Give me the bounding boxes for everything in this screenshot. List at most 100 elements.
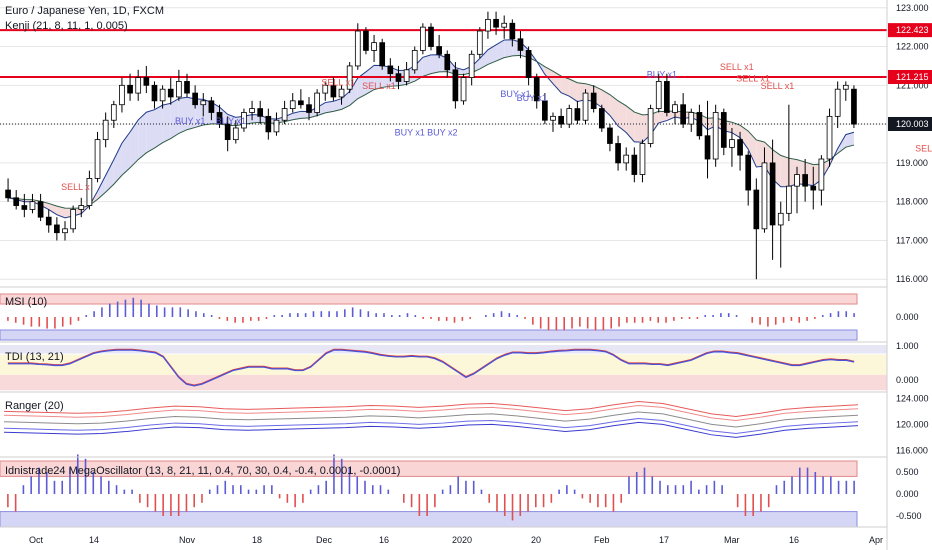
trend-cloud-segment xyxy=(162,103,171,143)
trend-cloud-segment xyxy=(634,112,643,143)
signal-label-buy: BUY x1 xyxy=(216,116,246,126)
candle-body xyxy=(135,77,142,94)
candle-body xyxy=(322,84,329,94)
ranger-pane xyxy=(3,401,859,438)
ranger-line-lower1 xyxy=(3,417,859,435)
candle-body xyxy=(558,115,564,125)
candle-body xyxy=(631,154,638,175)
tdi-mid-band xyxy=(0,354,887,375)
candle-body xyxy=(354,30,361,67)
trend-cloud-segment xyxy=(479,49,488,69)
trend-cloud-segment xyxy=(154,105,163,149)
candle-body xyxy=(200,100,207,106)
candle-body xyxy=(338,88,345,98)
candle-body xyxy=(704,135,711,160)
signal-label-sell: SELL x1 xyxy=(720,62,754,72)
candle-body xyxy=(379,42,386,67)
trend-cloud-segment xyxy=(292,111,301,120)
candle-body xyxy=(208,100,215,113)
candle-body xyxy=(420,26,426,51)
candle-body xyxy=(834,88,841,117)
candle-body xyxy=(241,112,247,129)
x-axis-label: 17 xyxy=(659,535,669,545)
price-tick-label: 117.000 xyxy=(896,235,928,245)
candle-body xyxy=(485,18,491,32)
candle-body xyxy=(176,81,182,98)
candle-body xyxy=(159,88,166,102)
ranger-line-mid xyxy=(3,411,859,428)
trend-cloud-segment xyxy=(414,57,423,82)
chart-title: Euro / Japanese Yen, 1D, FXCM xyxy=(5,5,164,17)
trend-cloud-segment xyxy=(357,71,366,99)
candle-body xyxy=(696,112,703,137)
candle-body xyxy=(842,84,849,90)
trend-cloud-segment xyxy=(341,91,350,110)
candle-body xyxy=(13,197,20,206)
candle-body xyxy=(623,154,630,164)
x-axis-label: Mar xyxy=(724,535,740,545)
candle-body xyxy=(192,92,198,106)
candle-body xyxy=(550,115,556,121)
price-tick-label: 122.000 xyxy=(896,42,929,52)
candle-body xyxy=(851,88,857,125)
candle-body xyxy=(387,65,394,75)
candle-body xyxy=(37,201,44,218)
signal-label-buy: BUY x1 xyxy=(175,116,205,126)
candle-body xyxy=(45,216,52,226)
candle-body xyxy=(314,92,320,113)
trend-cloud-segment xyxy=(561,76,570,97)
mega-tick-label: -0.500 xyxy=(896,511,922,521)
msi-title: MSI (10) xyxy=(5,296,47,308)
candle-body xyxy=(273,119,280,133)
price-tick-label: 121.000 xyxy=(896,80,929,90)
trend-cloud-segment xyxy=(496,40,505,62)
candle-body xyxy=(493,18,499,28)
trend-cloud-segment xyxy=(658,111,667,123)
trend-cloud-segment xyxy=(349,77,358,106)
candle-body xyxy=(411,50,418,71)
trend-cloud-segment xyxy=(431,54,440,74)
candle-body xyxy=(761,162,768,230)
x-axis-label: Apr xyxy=(869,535,883,545)
trend-cloud-segment xyxy=(553,71,562,93)
trend-cloud-segment xyxy=(146,109,155,153)
tdi-title: TDI (13, 21) xyxy=(5,351,64,363)
candle-body xyxy=(525,50,532,78)
last-price-label: 120.003 xyxy=(896,119,929,129)
candle-body xyxy=(664,81,670,113)
signal-label-buy: BUY x1 xyxy=(647,70,677,80)
msi-pane xyxy=(0,293,858,341)
candle-body xyxy=(582,92,589,121)
x-axis-label: 2020 xyxy=(452,535,472,545)
candle-body xyxy=(753,189,760,230)
trend-cloud-segment xyxy=(325,101,334,113)
trend-cloud-segment xyxy=(105,159,114,193)
x-axis-label: 16 xyxy=(789,535,799,545)
indicator-title: Kenji (21, 8, 11, 1, 0.005) xyxy=(5,20,128,32)
candle-body xyxy=(729,139,735,148)
ranger-line-lower2 xyxy=(3,421,859,438)
trend-cloud-segment xyxy=(48,203,57,215)
signal-label-sell: SELL x1 xyxy=(362,81,396,91)
trend-cloud-segment xyxy=(121,132,131,176)
candle-body xyxy=(54,224,60,234)
price-tick-label: 116.000 xyxy=(896,274,928,284)
candle-body xyxy=(70,209,76,230)
x-axis-label: Feb xyxy=(594,535,610,545)
mega-upper-band xyxy=(0,460,858,477)
candle-body xyxy=(5,189,11,199)
candle-body xyxy=(802,174,808,187)
last-price-tag xyxy=(888,116,932,131)
candle-body xyxy=(647,108,654,144)
trend-cloud-segment xyxy=(666,110,675,121)
candle-body xyxy=(298,100,304,106)
price-tick-label: 119.000 xyxy=(896,158,928,168)
candle-body xyxy=(810,185,817,191)
ranger-line-upper1 xyxy=(3,404,859,421)
trend-cloud-segment xyxy=(300,111,309,119)
candle-body xyxy=(517,38,524,51)
price-tick-label: 118.000 xyxy=(896,197,928,207)
candle-body xyxy=(590,92,597,109)
candle-body xyxy=(720,112,727,148)
candle-body xyxy=(371,42,377,51)
